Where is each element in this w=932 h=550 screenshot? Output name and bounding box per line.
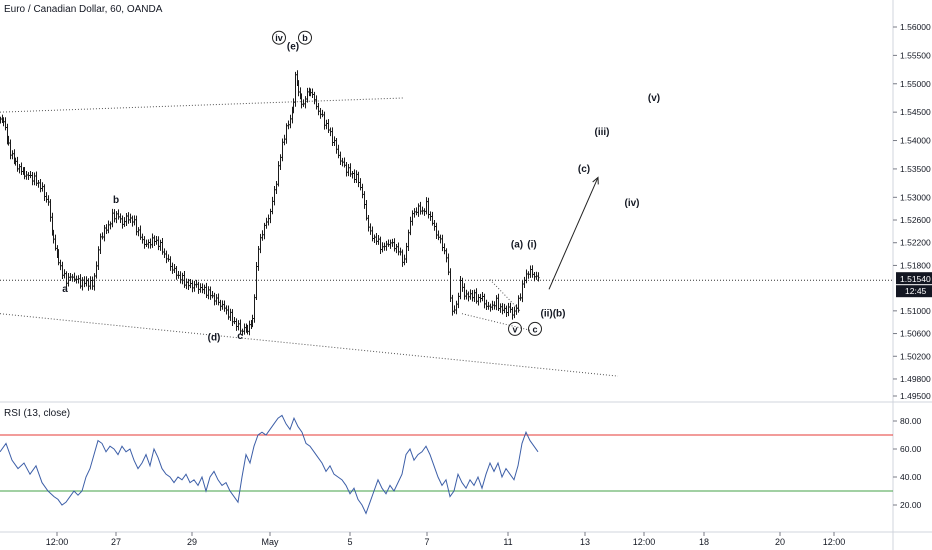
price-tick-label: 1.52200: [900, 238, 931, 248]
wave-label: (ii)(b): [541, 309, 566, 320]
wave-label-circle: [272, 30, 286, 45]
time-tick-label: 12:00: [823, 537, 846, 547]
time-tick-label: May: [261, 537, 279, 547]
wave-labels: ab(d) civ b(e)(a) (i)(ii)(b)v c(c)(iii)(iv)(…: [62, 30, 660, 343]
rsi-line: [0, 414, 539, 515]
price-tick-label: 1.51000: [900, 306, 931, 316]
time-tick-label: 29: [187, 537, 197, 547]
projection-arrow: [548, 177, 599, 290]
wave-label: (a): [511, 239, 523, 250]
rsi-tick-label: 80.00: [900, 416, 922, 426]
price-series: [0, 70, 540, 336]
time-tick-label: 12:00: [633, 537, 656, 547]
time-tick-label: 12:00: [46, 537, 69, 547]
wave-label: (d): [208, 332, 221, 343]
arrow-head: [592, 176, 599, 185]
time-tick-label: 5: [347, 537, 352, 547]
time-tick-label: 13: [580, 537, 590, 547]
trendline: [0, 97, 405, 113]
price-tick-label: 1.54500: [900, 107, 931, 117]
wave-label-circle: [508, 321, 522, 336]
rsi-tick-label: 60.00: [900, 444, 922, 454]
price-tick-label: 1.56000: [900, 22, 931, 32]
price-tick-label: 1.55500: [900, 50, 931, 60]
wave-label: iv: [275, 33, 283, 43]
price-tick-label: 1.53500: [900, 164, 931, 174]
wave-label: (e): [287, 42, 299, 53]
rsi-tick-label: 40.00: [900, 472, 922, 482]
price-tick-label: 1.49800: [900, 374, 931, 384]
price-tick-label: 1.52600: [900, 215, 931, 225]
wave-label: c: [532, 324, 537, 334]
wave-label: (iii): [595, 127, 610, 138]
price-tick-label: 1.55000: [900, 79, 931, 89]
time-tick-label: 18: [699, 537, 709, 547]
current-price-label: 1.51540: [900, 274, 931, 284]
wave-label: (c): [578, 164, 590, 175]
trendline: [489, 279, 521, 312]
price-tick-label: 1.54000: [900, 136, 931, 146]
wave-label: v: [512, 324, 517, 334]
wave-label-circle: [528, 321, 542, 336]
current-price-tag: [896, 272, 932, 285]
trendline: [461, 313, 533, 332]
price-tick-label: 1.50600: [900, 329, 931, 339]
price-tick-label: 1.53000: [900, 192, 931, 202]
wave-label-circle: [298, 30, 312, 45]
time-tick-label: 20: [775, 537, 785, 547]
rsi-tick-label: 20.00: [900, 500, 922, 510]
axes: 1.56000 1.55500 1.55000 1.54500 1.54000 1.535…: [46, 22, 932, 547]
wave-label: b: [113, 195, 119, 206]
time-tick-label: 27: [111, 537, 121, 547]
wave-label: b: [302, 33, 308, 43]
price-tick-label: 1.51800: [900, 260, 931, 270]
wave-label: c: [237, 331, 243, 342]
countdown-tag: [896, 285, 932, 298]
countdown-label: 12:45: [905, 286, 927, 296]
wave-label: a: [62, 284, 68, 295]
price-tick-label: 1.50200: [900, 351, 931, 361]
chart-title: Euro / Canadian Dollar, 60, OANDA: [4, 4, 163, 15]
trendlines: [0, 97, 893, 377]
trendline: [0, 313, 619, 377]
time-tick-label: 7: [424, 537, 429, 547]
rsi-series: [0, 414, 893, 515]
wave-label: (i): [527, 239, 536, 250]
time-tick-label: 11: [503, 537, 512, 547]
rsi-title: RSI (13, close): [4, 408, 71, 419]
wave-label: (v): [648, 93, 660, 104]
wave-label: (iv): [625, 198, 640, 209]
price-tick-label: 1.49500: [900, 391, 931, 401]
